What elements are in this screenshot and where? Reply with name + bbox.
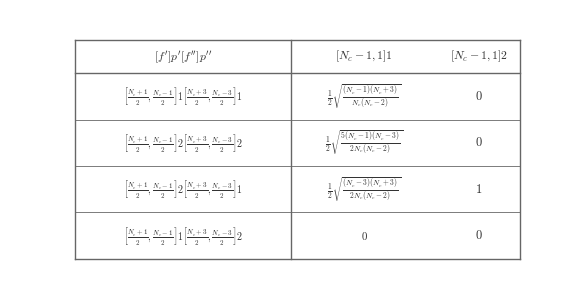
Text: $\left[\frac{N_c+1}{2},\frac{N_c-1}{2}\right]1\left[\frac{N_c+3}{2},\frac{N_c-3}: $\left[\frac{N_c+1}{2},\frac{N_c-1}{2}\r… (122, 225, 243, 247)
Text: $0$: $0$ (474, 90, 483, 103)
Text: $[N_c-1,1]2$: $[N_c-1,1]2$ (450, 49, 508, 64)
Text: $[f^{\prime}]p^{\prime}[f^{\prime\prime}]p^{\prime\prime}$: $[f^{\prime}]p^{\prime}[f^{\prime\prime}… (154, 48, 212, 65)
Text: $\frac{1}{2}\sqrt{\frac{(N_c-1)(N_c+3)}{N_c(N_c-2)}}$: $\frac{1}{2}\sqrt{\frac{(N_c-1)(N_c+3)}{… (327, 82, 401, 111)
Text: $\left[\frac{N_c+1}{2},\frac{N_c-1}{2}\right]1\left[\frac{N_c+3}{2},\frac{N_c-3}: $\left[\frac{N_c+1}{2},\frac{N_c-1}{2}\r… (123, 85, 242, 107)
Text: $\frac{1}{2}\sqrt{\frac{5(N_c-1)(N_c-3)}{2N_c(N_c-2)}}$: $\frac{1}{2}\sqrt{\frac{5(N_c-1)(N_c-3)}… (325, 128, 403, 157)
Text: $\frac{1}{2}\sqrt{\frac{(N_c-3)(N_c+3)}{2N_c(N_c-2)}}$: $\frac{1}{2}\sqrt{\frac{(N_c-3)(N_c+3)}{… (327, 175, 401, 204)
Text: $0$: $0$ (361, 230, 368, 242)
Text: $0$: $0$ (474, 136, 483, 149)
Text: $[N_c-1,1]1$: $[N_c-1,1]1$ (335, 49, 393, 64)
Text: $\left[\frac{N_c+1}{2},\frac{N_c-1}{2}\right]2\left[\frac{N_c+3}{2},\frac{N_c-3}: $\left[\frac{N_c+1}{2},\frac{N_c-1}{2}\r… (123, 178, 242, 200)
Text: $1$: $1$ (475, 183, 482, 196)
Text: $\left[\frac{N_c+1}{2},\frac{N_c-1}{2}\right]2\left[\frac{N_c+3}{2},\frac{N_c-3}: $\left[\frac{N_c+1}{2},\frac{N_c-1}{2}\r… (122, 132, 243, 154)
Text: $0$: $0$ (474, 229, 483, 242)
